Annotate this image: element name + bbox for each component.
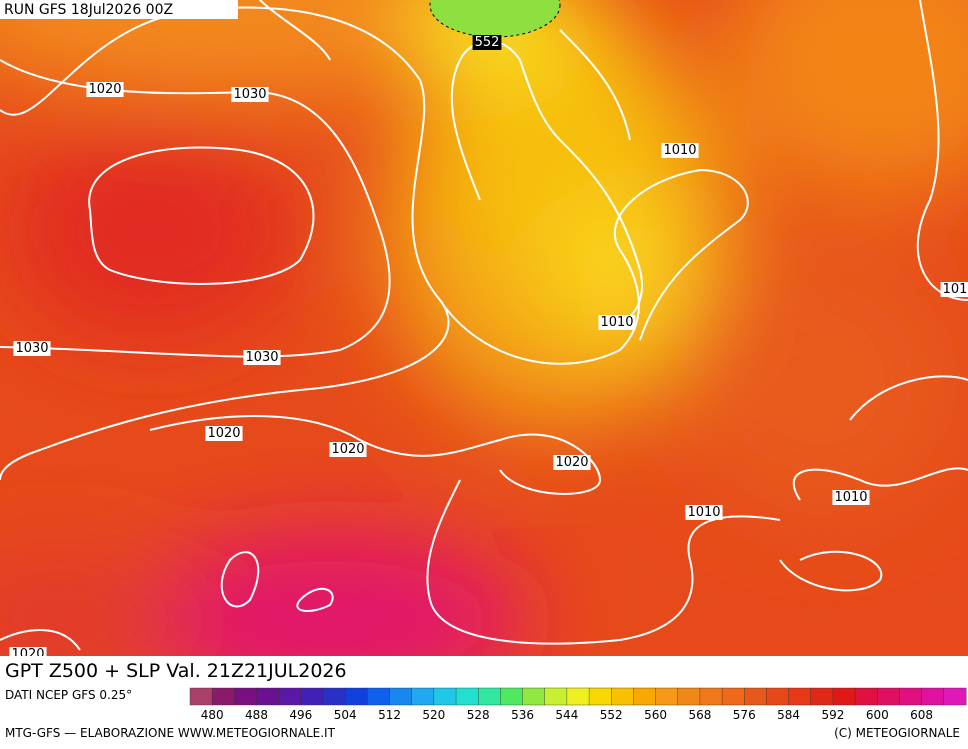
scale-tick-label: 600 bbox=[866, 708, 889, 722]
scale-swatch bbox=[921, 687, 945, 706]
contour-label-box bbox=[832, 490, 870, 505]
scale-swatch bbox=[655, 687, 679, 706]
scale-swatch bbox=[278, 687, 302, 706]
contour-label: 101 bbox=[943, 282, 968, 297]
footer-left: MTG-GFS — ELABORAZIONE WWW.METEOGIORNALE… bbox=[5, 726, 336, 740]
color-scale: 480 488 496 504 512 520 528 536 544 552 560 568 576 5… bbox=[189, 687, 967, 722]
scale-swatch bbox=[877, 687, 900, 706]
contour-label-box bbox=[553, 455, 591, 470]
scale-swatch bbox=[766, 687, 790, 706]
contour-label-box bbox=[940, 282, 968, 297]
scale-tick-label: 528 bbox=[467, 708, 490, 722]
contour-label-box bbox=[329, 442, 367, 457]
contour-label: 1010 bbox=[687, 505, 720, 520]
title-box bbox=[0, 656, 412, 684]
scale-swatch bbox=[744, 687, 767, 706]
scale-tick-label: 608 bbox=[910, 708, 933, 722]
scale-tick-label: 488 bbox=[245, 708, 268, 722]
run-box bbox=[0, 0, 238, 19]
scale-swatch bbox=[189, 687, 213, 706]
contour-label-box bbox=[9, 647, 47, 656]
contour-label: 1010 bbox=[663, 143, 696, 158]
contour-label: 1020 bbox=[207, 426, 240, 441]
scale-swatch bbox=[588, 687, 612, 706]
scale-tick-label: 512 bbox=[378, 708, 401, 722]
contour-label: 1010 bbox=[834, 490, 867, 505]
scale-tick-label: 568 bbox=[688, 708, 711, 722]
contour-label-box bbox=[13, 341, 51, 356]
scale-swatch bbox=[211, 687, 235, 706]
contour-label: 1030 bbox=[233, 87, 266, 102]
scale-swatch bbox=[234, 687, 258, 706]
scale-tick-label: 480 bbox=[201, 708, 224, 722]
scale-tick-label: 544 bbox=[555, 708, 578, 722]
scale-swatch bbox=[478, 687, 501, 706]
scale-swatch bbox=[367, 687, 391, 706]
scale-swatch bbox=[411, 687, 435, 706]
contour-label-box bbox=[205, 426, 243, 441]
scale-swatch bbox=[611, 687, 634, 706]
scale-tick-label: 592 bbox=[821, 708, 844, 722]
scale-swatch bbox=[389, 687, 413, 706]
source-label: DATI NCEP GFS 0.25° bbox=[5, 688, 132, 702]
scale-swatch bbox=[899, 687, 923, 706]
contour-label-box bbox=[86, 82, 124, 97]
contour-label-box bbox=[243, 350, 281, 365]
scale-swatch bbox=[788, 687, 812, 706]
scale-tick-label: 504 bbox=[334, 708, 357, 722]
scale-swatch bbox=[544, 687, 568, 706]
scale-tick-label: 576 bbox=[733, 708, 756, 722]
scale-swatch bbox=[300, 687, 324, 706]
scale-swatch bbox=[500, 687, 524, 706]
contour-label: 1030 bbox=[15, 341, 48, 356]
scale-tick-label: 552 bbox=[600, 708, 623, 722]
scale-swatch bbox=[522, 687, 546, 706]
contour-label: 1030 bbox=[245, 350, 278, 365]
contour-label-box bbox=[231, 87, 269, 102]
scale-swatch bbox=[455, 687, 479, 706]
contour-label-box bbox=[598, 315, 636, 330]
scale-swatch bbox=[256, 687, 280, 706]
scale-tick-label: 536 bbox=[511, 708, 534, 722]
scale-swatch bbox=[854, 687, 878, 706]
scale-tick-label: 560 bbox=[644, 708, 667, 722]
footer-right: (C) METEOGIORNALE bbox=[834, 726, 960, 740]
contour-label: 1020 bbox=[331, 442, 364, 457]
contour-label-box bbox=[472, 35, 502, 50]
contour-label: 552 bbox=[475, 35, 500, 50]
contour-label-box bbox=[661, 143, 699, 158]
contour-label: 1020 bbox=[555, 455, 588, 470]
scale-swatch bbox=[344, 687, 368, 706]
scale-swatch bbox=[433, 687, 457, 706]
contour-label: 1020 bbox=[11, 647, 44, 662]
contour-label-box bbox=[685, 505, 723, 520]
scale-swatch bbox=[832, 687, 856, 706]
scale-swatch bbox=[943, 687, 967, 706]
scale-swatch bbox=[677, 687, 701, 706]
scale-swatch bbox=[699, 687, 723, 706]
scale-swatch bbox=[633, 687, 657, 706]
scale-swatch bbox=[721, 687, 745, 706]
run-label: RUN GFS 18Jul2026 00Z bbox=[4, 2, 173, 18]
contour-label: 1020 bbox=[88, 82, 121, 97]
map: 552 1020 1030 1010 1010 101 1030 1030 1020 1020 10… bbox=[0, 0, 968, 662]
contour-label: 1010 bbox=[600, 315, 633, 330]
scale-swatch bbox=[322, 687, 346, 706]
scale-swatch bbox=[566, 687, 590, 706]
scale-tick-label: 584 bbox=[777, 708, 800, 722]
map-title: GPT Z500 + SLP Val. 21Z21JUL2026 bbox=[5, 660, 347, 682]
scale-swatch bbox=[810, 687, 834, 706]
scale-tick-label: 496 bbox=[289, 708, 312, 722]
scale-tick-label: 520 bbox=[422, 708, 445, 722]
